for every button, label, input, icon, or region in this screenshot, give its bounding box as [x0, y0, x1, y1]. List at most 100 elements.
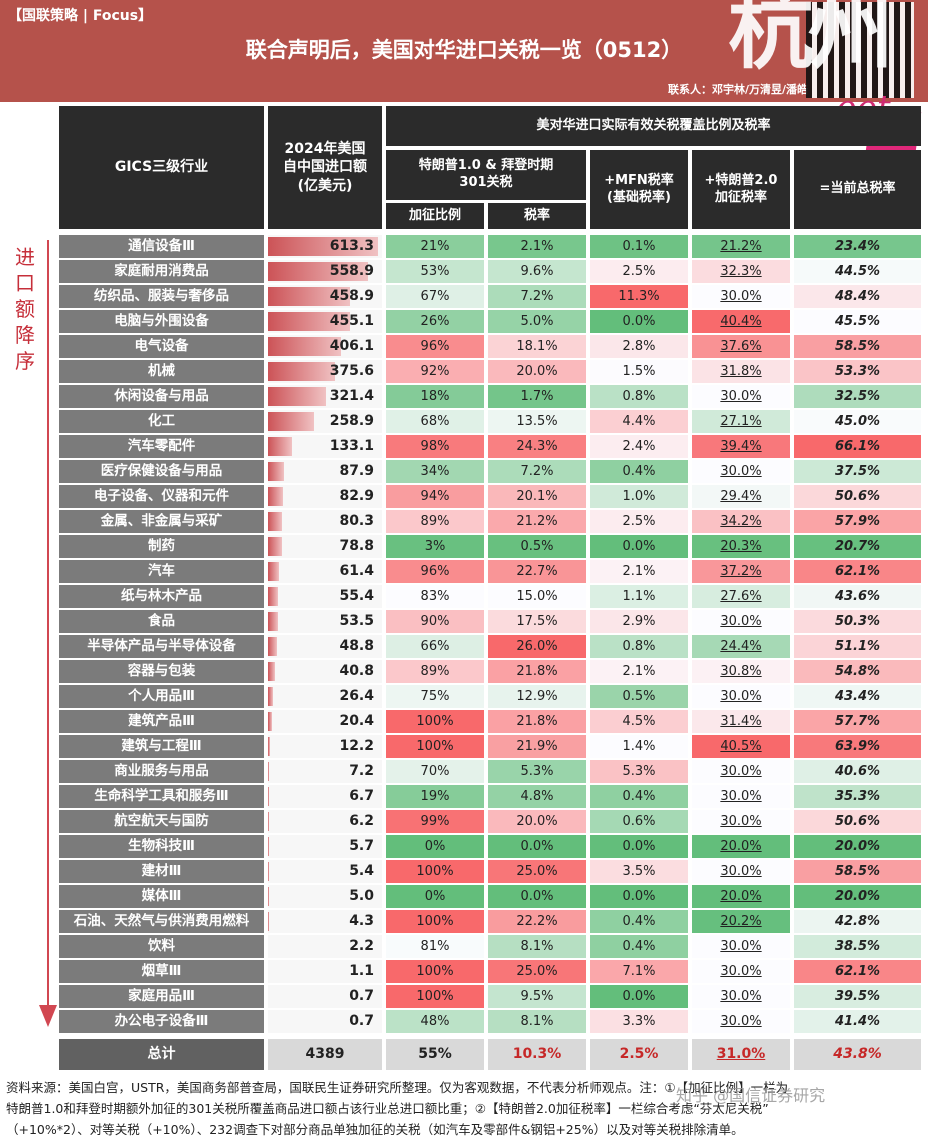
trump2-cell: 27.6%: [692, 585, 790, 608]
import-value: 5.4: [349, 863, 374, 879]
trump2-cell: 39.4%: [692, 435, 790, 458]
header-imports: 2024年美国自中国进口额(亿美元): [268, 106, 382, 229]
industry-name: 纺织品、服装与奢侈品: [59, 285, 264, 308]
industry-name: 饮料: [59, 935, 264, 958]
table-row: 航空航天与国防 6.2 99% 20.0% 0.6% 30.0% 50.6%: [57, 809, 921, 834]
trump2-cell: 30.0%: [692, 985, 790, 1008]
import-cell: 455.1: [268, 310, 382, 333]
header-trump2: +特朗普2.0加征税率: [692, 150, 790, 229]
trump2-cell: 30.0%: [692, 610, 790, 633]
industry-name: 电气设备: [59, 335, 264, 358]
rate-cell: 2.1%: [488, 235, 586, 258]
trump2-cell: 20.2%: [692, 910, 790, 933]
industry-name: 容器与包装: [59, 660, 264, 683]
mfn-cell: 0.5%: [590, 685, 688, 708]
table-row: 电气设备 406.1 96% 18.1% 2.8% 37.6% 58.5%: [57, 334, 921, 359]
import-value: 48.8: [339, 638, 374, 654]
mfn-cell: 1.4%: [590, 735, 688, 758]
industry-name: 家庭用品Ⅲ: [59, 985, 264, 1008]
add-share-cell: 100%: [386, 985, 484, 1008]
rate-cell: 5.0%: [488, 310, 586, 333]
table-row: 家庭耐用消费品 558.9 53% 9.6% 2.5% 32.3% 44.5%: [57, 259, 921, 284]
total-rate-cell: 35.3%: [794, 785, 921, 808]
total-trump2: 31.0%: [692, 1039, 790, 1070]
import-bar: [268, 837, 270, 856]
mfn-cell: 0.4%: [590, 910, 688, 933]
import-value: 6.7: [349, 788, 374, 804]
total-rate-cell: 37.5%: [794, 460, 921, 483]
import-cell: 5.7: [268, 835, 382, 858]
trump2-cell: 31.4%: [692, 710, 790, 733]
add-share-cell: 96%: [386, 335, 484, 358]
total-row: 总计 4389 55% 10.3% 2.5% 31.0% 43.8%: [57, 1039, 921, 1070]
total-rate-cell: 23.4%: [794, 235, 921, 258]
total-add-share: 55%: [386, 1039, 484, 1070]
import-value: 5.0: [349, 888, 374, 904]
import-value: 321.4: [329, 388, 374, 404]
rate-cell: 8.1%: [488, 1010, 586, 1033]
add-share-cell: 67%: [386, 285, 484, 308]
rate-cell: 24.3%: [488, 435, 586, 458]
total-rate-cell: 44.5%: [794, 260, 921, 283]
import-bar: [268, 287, 351, 306]
total-rate-cell: 38.5%: [794, 935, 921, 958]
rate-cell: 20.1%: [488, 485, 586, 508]
add-share-cell: 3%: [386, 535, 484, 558]
mfn-cell: 3.3%: [590, 1010, 688, 1033]
table-row: 纺织品、服装与奢侈品 458.9 67% 7.2% 11.3% 30.0% 48.4%: [57, 284, 921, 309]
mfn-cell: 7.1%: [590, 960, 688, 983]
industry-name: 化工: [59, 410, 264, 433]
total-rate-cell: 50.6%: [794, 810, 921, 833]
trump2-cell: 32.3%: [692, 260, 790, 283]
table-row: 石油、天然气与供消费用燃料 4.3 100% 22.2% 0.4% 20.2% 42.8%: [57, 909, 921, 934]
import-bar: [268, 562, 279, 581]
import-bar: [268, 662, 276, 681]
header-coverage-group: 美对华进口实际有效关税覆盖比例及税率: [386, 106, 921, 146]
trump2-cell: 30.0%: [692, 960, 790, 983]
rate-cell: 25.0%: [488, 960, 586, 983]
import-value: 82.9: [339, 488, 374, 504]
sort-arrow-line: [47, 240, 49, 1008]
trump2-cell: 30.0%: [692, 285, 790, 308]
mfn-cell: 1.0%: [590, 485, 688, 508]
mfn-cell: 0.8%: [590, 385, 688, 408]
import-bar: [268, 737, 271, 756]
rate-cell: 15.0%: [488, 585, 586, 608]
add-share-cell: 19%: [386, 785, 484, 808]
industry-name: 办公电子设备Ⅲ: [59, 1010, 264, 1033]
rate-cell: 9.5%: [488, 985, 586, 1008]
import-bar: [268, 812, 270, 831]
add-share-cell: 100%: [386, 960, 484, 983]
total-rate-cell: 42.8%: [794, 910, 921, 933]
import-value: 78.8: [339, 538, 374, 554]
import-value: 80.3: [339, 513, 374, 529]
contact-line: 联系人：邓宇林/万清昱/潘皓: [667, 83, 808, 96]
mfn-cell: 0.6%: [590, 810, 688, 833]
industry-name: 生命科学工具和服务Ⅲ: [59, 785, 264, 808]
table-row: 商业服务与用品 7.2 70% 5.3% 5.3% 30.0% 40.6%: [57, 759, 921, 784]
total-rate-cell: 39.5%: [794, 985, 921, 1008]
import-value: 0.7: [349, 1013, 374, 1029]
import-cell: 375.6: [268, 360, 382, 383]
import-value: 20.4: [339, 713, 374, 729]
trump2-cell: 30.0%: [692, 860, 790, 883]
table-row: 制药 78.8 3% 0.5% 0.0% 20.3% 20.7%: [57, 534, 921, 559]
industry-name: 家庭耐用消费品: [59, 260, 264, 283]
import-value: 406.1: [329, 338, 374, 354]
import-bar: [268, 537, 283, 556]
header-add-share: 加征比例: [386, 203, 484, 229]
import-value: 5.7: [349, 838, 374, 854]
rate-cell: 7.2%: [488, 285, 586, 308]
trump2-cell: 21.2%: [692, 235, 790, 258]
trump2-cell: 20.0%: [692, 835, 790, 858]
add-share-cell: 0%: [386, 885, 484, 908]
total-label: 总计: [59, 1039, 264, 1070]
table-row: 纸与林木产品 55.4 83% 15.0% 1.1% 27.6% 43.6%: [57, 584, 921, 609]
mfn-cell: 0.0%: [590, 835, 688, 858]
industry-name: 个人用品Ⅲ: [59, 685, 264, 708]
industry-name: 半导体产品与半导体设备: [59, 635, 264, 658]
table-row: 媒体Ⅲ 5.0 0% 0.0% 0.0% 20.0% 20.0%: [57, 884, 921, 909]
rate-cell: 25.0%: [488, 860, 586, 883]
import-cell: 321.4: [268, 385, 382, 408]
table-row: 烟草Ⅲ 1.1 100% 25.0% 7.1% 30.0% 62.1%: [57, 959, 921, 984]
